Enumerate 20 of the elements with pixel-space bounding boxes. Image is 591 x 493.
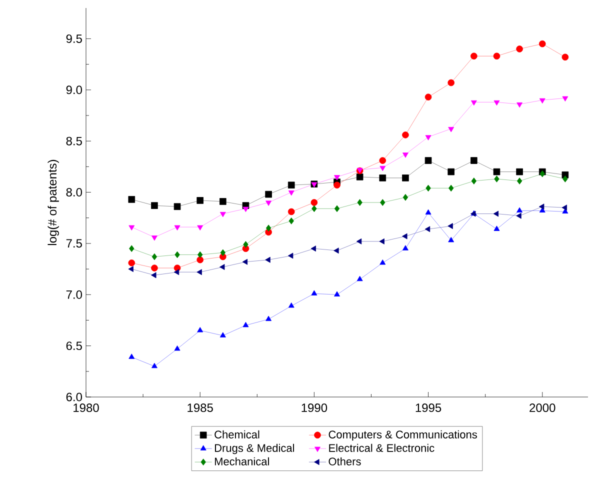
x-tick-label: 1990 bbox=[302, 404, 328, 412]
y-tick-label: 9.0 bbox=[66, 86, 82, 94]
legend-label: Computers & Communications bbox=[328, 430, 477, 441]
y-tick-label: 9.5 bbox=[66, 34, 82, 43]
y-axis-title: log(# of patents) bbox=[48, 160, 59, 246]
y-tick-label: 7.5 bbox=[66, 239, 82, 248]
legend-label: Drugs & Medical bbox=[214, 444, 294, 454]
x-tick-label: 1985 bbox=[188, 404, 213, 412]
legend-label: Chemical bbox=[214, 430, 260, 438]
y-tick-label: 8.5 bbox=[66, 136, 82, 146]
x-tick-label: 1995 bbox=[416, 404, 442, 412]
y-tick-label: 6.0 bbox=[66, 392, 82, 402]
x-tick-label: 1980 bbox=[74, 404, 99, 412]
y-tick-label: 7.0 bbox=[66, 290, 82, 299]
legend-label: Others bbox=[328, 457, 361, 466]
y-tick-label: 8.0 bbox=[66, 188, 82, 197]
legend-label: Mechanical bbox=[214, 457, 269, 466]
x-tick-label: 2000 bbox=[530, 404, 556, 412]
y-tick-label: 6.5 bbox=[66, 342, 82, 350]
legend-label: Electrical & Electronic bbox=[329, 444, 434, 452]
